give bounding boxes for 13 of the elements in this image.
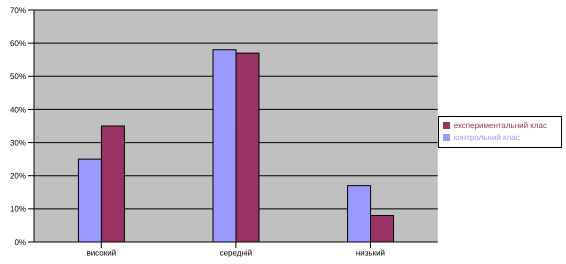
y-tick-label: 20% [10, 172, 26, 181]
legend-label: експериментальний клас [454, 121, 547, 130]
y-tick-label: 50% [10, 72, 26, 82]
y-tick-label: 70% [10, 6, 26, 15]
x-tick-label: низький [356, 248, 386, 258]
y-tick-label: 60% [10, 38, 26, 48]
y-tick-label: 10% [10, 204, 26, 214]
legend-label: контрольний клас [454, 133, 520, 142]
y-tick-label: 30% [10, 138, 26, 148]
y-tick-label: 40% [10, 105, 26, 114]
y-tick-label: 0% [14, 238, 26, 247]
x-tick-label: середній [220, 248, 252, 258]
x-tick-label: високий [86, 248, 116, 258]
